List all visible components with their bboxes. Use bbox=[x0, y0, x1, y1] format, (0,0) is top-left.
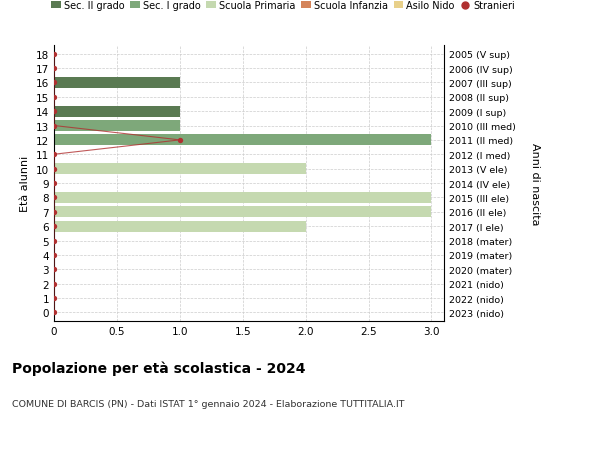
Point bbox=[49, 180, 59, 187]
Bar bbox=[54, 164, 305, 175]
Point bbox=[49, 237, 59, 245]
Bar bbox=[54, 207, 431, 218]
Legend: Sec. II grado, Sec. I grado, Scuola Primaria, Scuola Infanzia, Asilo Nido, Stran: Sec. II grado, Sec. I grado, Scuola Prim… bbox=[51, 1, 515, 11]
Point bbox=[49, 65, 59, 73]
Bar bbox=[54, 192, 431, 203]
Point bbox=[49, 266, 59, 274]
Point bbox=[49, 252, 59, 259]
Point bbox=[49, 94, 59, 101]
Y-axis label: Anni di nascita: Anni di nascita bbox=[530, 142, 539, 225]
Point bbox=[175, 137, 185, 144]
Bar bbox=[54, 135, 431, 146]
Bar bbox=[54, 78, 180, 89]
Text: Popolazione per età scolastica - 2024: Popolazione per età scolastica - 2024 bbox=[12, 360, 305, 375]
Point bbox=[49, 194, 59, 202]
Point bbox=[49, 295, 59, 302]
Point bbox=[49, 223, 59, 230]
Point bbox=[49, 309, 59, 316]
Point bbox=[49, 108, 59, 116]
Bar bbox=[54, 121, 180, 132]
Text: COMUNE DI BARCIS (PN) - Dati ISTAT 1° gennaio 2024 - Elaborazione TUTTITALIA.IT: COMUNE DI BARCIS (PN) - Dati ISTAT 1° ge… bbox=[12, 399, 404, 409]
Point bbox=[49, 51, 59, 58]
Bar bbox=[54, 106, 180, 118]
Point bbox=[49, 151, 59, 159]
Point bbox=[49, 79, 59, 87]
Bar bbox=[54, 221, 305, 232]
Point bbox=[49, 280, 59, 288]
Point bbox=[49, 166, 59, 173]
Point bbox=[49, 208, 59, 216]
Point bbox=[49, 123, 59, 130]
Y-axis label: Età alunni: Età alunni bbox=[20, 156, 31, 212]
